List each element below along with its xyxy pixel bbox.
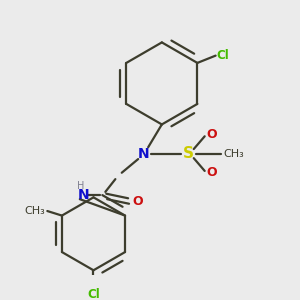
Text: H: H [77,181,84,191]
Text: CH₃: CH₃ [223,148,244,159]
Text: O: O [133,194,143,208]
Text: CH₃: CH₃ [25,206,46,216]
Text: N: N [138,147,149,160]
Text: Cl: Cl [217,49,229,62]
Text: S: S [183,146,194,161]
Text: Cl: Cl [87,288,100,300]
Text: N: N [78,188,89,202]
Text: O: O [206,166,217,179]
Text: O: O [206,128,217,141]
